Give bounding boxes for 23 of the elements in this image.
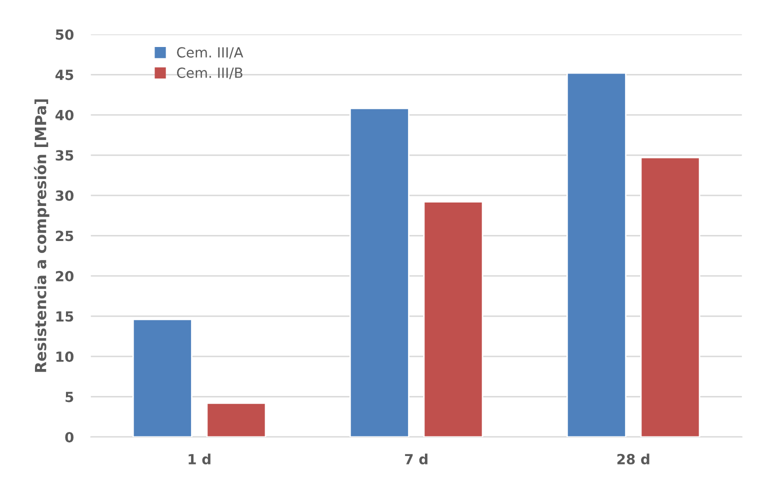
bar [132, 318, 192, 437]
bar [349, 108, 410, 437]
y-tick-label: 30 [56, 190, 74, 201]
y-tick-label: 40 [55, 110, 74, 120]
legend-label: Cem. III/A [177, 47, 244, 59]
y-tick-label: 10 [56, 351, 74, 362]
bar [423, 201, 484, 437]
y-tick-label: 50 [56, 29, 74, 40]
bar [640, 156, 700, 437]
y-axis-title: Resistencia a compresión [MPa] [34, 99, 50, 372]
y-tick-label: 35 [56, 150, 74, 161]
x-tick-label: 7 d [405, 454, 428, 464]
y-tick-label: 45 [55, 70, 74, 80]
y-tick-label: 15 [56, 311, 74, 322]
y-tick-label: 25 [56, 230, 74, 242]
x-tick-label: 28 d [617, 454, 650, 464]
y-tick-label: 20 [56, 270, 74, 282]
bar [206, 402, 266, 437]
x-tick-label: 1 d [188, 454, 210, 464]
bar [566, 72, 626, 437]
legend-label: Cem. III/B [177, 68, 242, 80]
y-tick-label: 0 [65, 432, 74, 442]
y-tick-label: 5 [66, 392, 74, 402]
